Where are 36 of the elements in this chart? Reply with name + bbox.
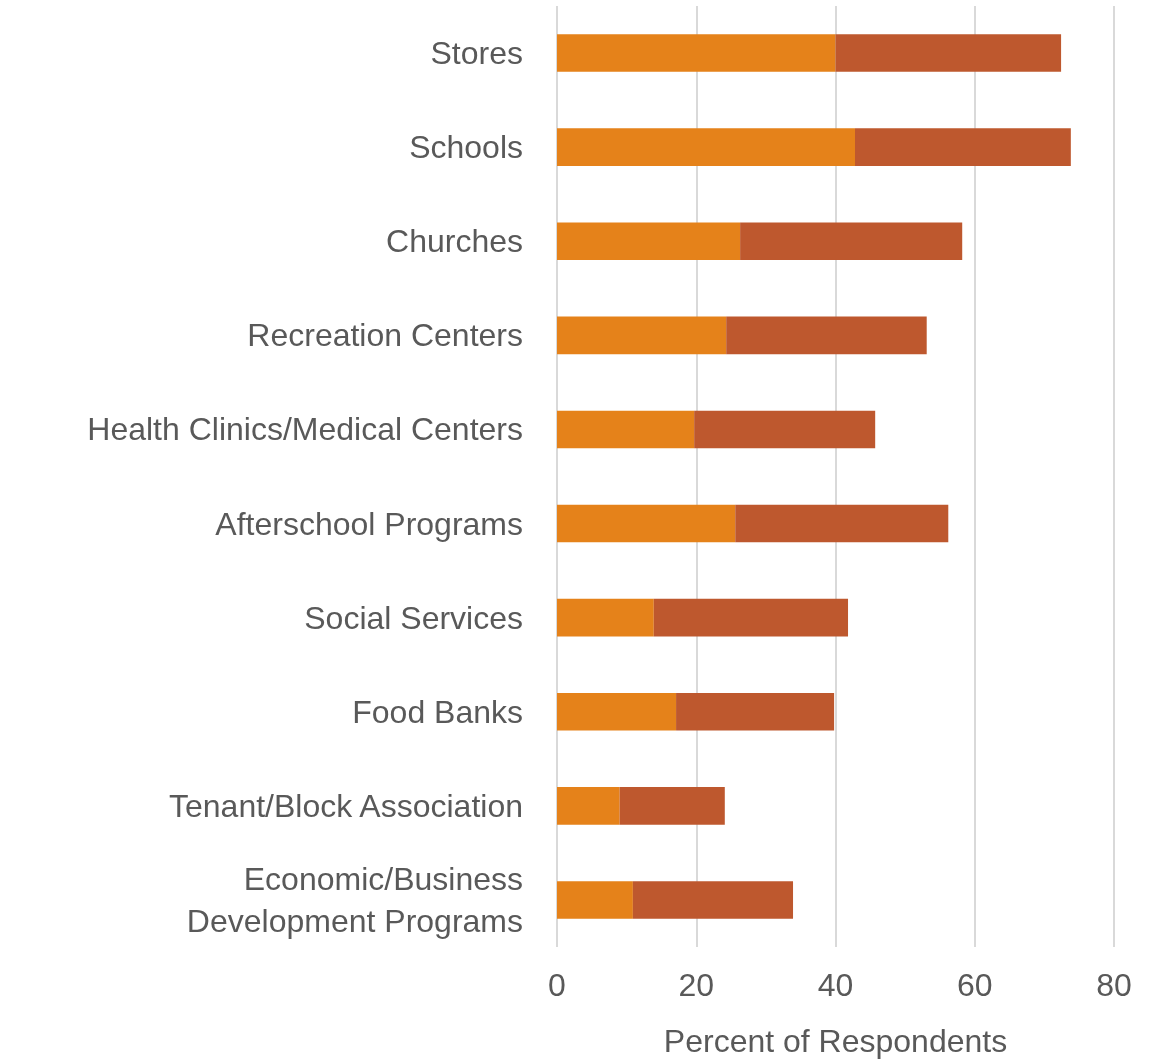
x-axis-title: Percent of Respondents xyxy=(663,1023,1008,1059)
x-tick-label: 40 xyxy=(817,967,854,1003)
bar xyxy=(557,692,677,731)
bar xyxy=(557,410,695,449)
bar xyxy=(632,881,794,919)
y-tick-label: Tenant/Block Association xyxy=(169,787,523,824)
y-tick-label: Food Banks xyxy=(352,693,523,730)
bar xyxy=(835,34,1062,72)
bar xyxy=(557,881,633,919)
x-tick-label: 20 xyxy=(678,967,715,1003)
bar xyxy=(557,787,620,825)
y-tick-label: Schools xyxy=(409,129,523,166)
bar xyxy=(694,410,876,449)
x-tick-label: 60 xyxy=(956,967,993,1003)
y-tick-label: Churches xyxy=(386,223,523,260)
bar xyxy=(726,316,927,355)
y-tick-label: Social Services xyxy=(304,599,523,636)
bar xyxy=(735,504,949,543)
bar xyxy=(619,787,725,825)
bar xyxy=(676,692,835,731)
bar xyxy=(557,316,727,355)
bar xyxy=(740,222,963,261)
y-tick-label: Recreation Centers xyxy=(247,317,523,354)
y-tick-label: Health Clinics/Medical Centers xyxy=(87,411,523,448)
bar xyxy=(653,598,849,637)
bar xyxy=(855,128,1071,166)
bar xyxy=(557,222,741,261)
bar xyxy=(557,504,736,543)
x-tick-label: 80 xyxy=(1096,967,1132,1003)
bar xyxy=(557,128,855,166)
y-tick-label: Economic/Business Development Programs xyxy=(186,860,523,939)
y-tick-label: Afterschool Programs xyxy=(215,505,523,542)
bar xyxy=(557,34,836,72)
y-tick-label: Stores xyxy=(430,35,523,72)
x-tick-label: 0 xyxy=(548,967,566,1003)
bar xyxy=(557,598,654,637)
